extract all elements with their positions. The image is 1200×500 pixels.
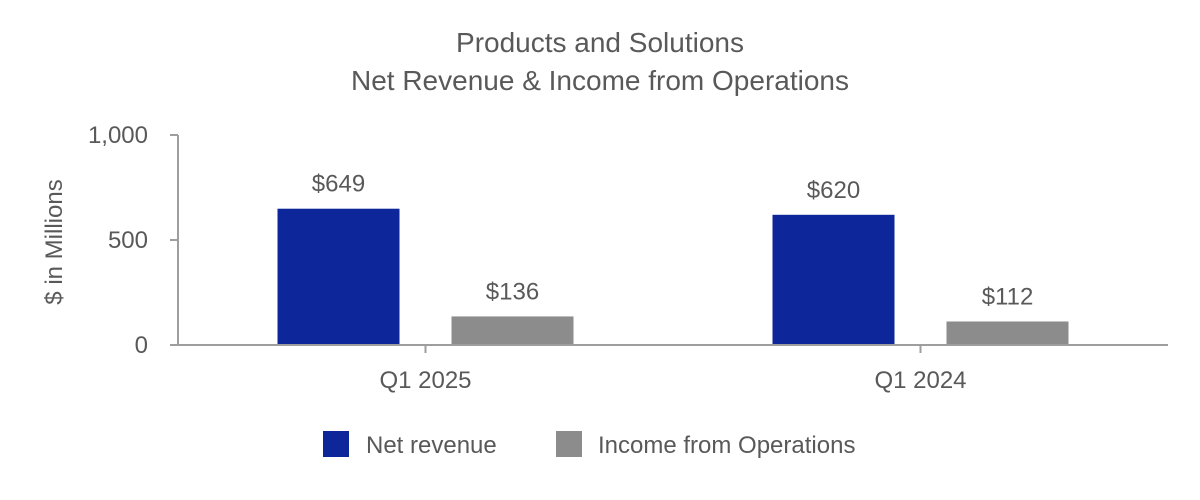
data-label: $112 bbox=[982, 283, 1034, 310]
x-tick-label: Q1 2024 bbox=[874, 367, 966, 394]
y-tick-label: 1,000 bbox=[88, 122, 148, 149]
chart-title-line-1: Products and Solutions bbox=[456, 27, 744, 58]
bar-net-revenue-q1-2025 bbox=[277, 208, 400, 345]
y-tick-label: 500 bbox=[108, 227, 148, 254]
data-label: $136 bbox=[486, 278, 539, 305]
bar-income-from-operations-q1-2024 bbox=[946, 321, 1069, 345]
x-tick-label: Q1 2025 bbox=[379, 367, 471, 394]
x-axis: Q1 2025 Q1 2024 bbox=[379, 345, 967, 394]
bars: $649 $136 $620 $112 bbox=[277, 171, 1069, 345]
bar-net-revenue-q1-2024 bbox=[772, 214, 895, 345]
bar-income-from-operations-q1-2025 bbox=[451, 316, 574, 345]
legend-label-net-revenue: Net revenue bbox=[366, 432, 497, 459]
y-axis-label: $ in Millions bbox=[41, 179, 68, 304]
legend: Net revenue Income from Operations bbox=[323, 431, 855, 459]
legend-label-income-from-operations: Income from Operations bbox=[598, 432, 855, 459]
legend-swatch-net-revenue bbox=[323, 431, 349, 457]
chart-title-line-2: Net Revenue & Income from Operations bbox=[351, 65, 849, 96]
y-tick-label: 0 bbox=[135, 332, 148, 359]
y-axis: 0 500 1,000 bbox=[88, 122, 178, 359]
data-label: $620 bbox=[807, 177, 860, 204]
data-label: $649 bbox=[312, 171, 365, 198]
legend-swatch-income-from-operations bbox=[556, 431, 582, 457]
